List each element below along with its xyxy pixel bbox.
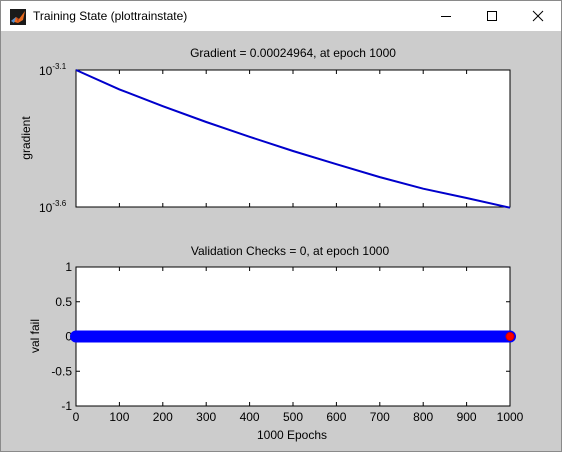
val-fail-xtick-label: 300 [196,410,216,424]
val-fail-xlabel: 1000 Epochs [257,428,327,442]
val-fail-ytick-label: 0.5 [55,295,72,309]
val-fail-xtick-label: 0 [73,410,80,424]
val-fail-series [70,330,516,343]
val-fail-ytick-label: 0 [65,330,72,344]
close-icon [532,10,544,22]
maximize-icon [487,11,497,21]
gradient-ytick-label: 10-3.6 [39,199,67,215]
val-fail-xtick-label: 600 [326,410,346,424]
gradient-title: Gradient = 0.00024964, at epoch 1000 [190,46,396,60]
val-fail-ylabel: val fail [28,319,42,353]
training-state-plots: Gradient = 0.00024964, at epoch 1000 gra… [19,46,524,442]
minimize-icon [441,16,451,17]
gradient-ylabel: gradient [19,116,33,160]
title-bar: Training State (plottrainstate) [1,1,561,31]
close-button[interactable] [515,1,561,31]
val-fail-axes: Validation Checks = 0, at epoch 1000 val… [28,244,524,442]
figure-canvas: Gradient = 0.00024964, at epoch 1000 gra… [1,32,561,451]
val-fail-xtick-label: 400 [240,410,260,424]
gradient-plot-area [75,69,511,208]
val-fail-xtick-label: 200 [153,410,173,424]
val-fail-ytick-label: -1 [61,399,72,413]
val-fail-xtick-label: 1000 [497,410,524,424]
gradient-ytick-label: 10-3.1 [39,62,67,78]
gradient-axes: Gradient = 0.00024964, at epoch 1000 gra… [19,46,511,215]
gradient-series-line [75,69,511,209]
minimize-button[interactable] [423,1,469,31]
val-fail-title: Validation Checks = 0, at epoch 1000 [191,244,390,258]
val-fail-xtick-label: 500 [283,410,303,424]
val-fail-xtick-label: 700 [370,410,390,424]
val-fail-y-ticks: 1 0.5 0 -0.5 -1 [51,260,510,413]
val-fail-ytick-label: 1 [65,260,72,274]
window-title: Training State (plottrainstate) [33,9,188,23]
val-fail-ytick-label: -0.5 [51,364,72,378]
matlab-figure-icon [10,9,26,25]
val-fail-final-point [505,332,515,341]
maximize-button[interactable] [469,1,515,31]
val-fail-xtick-label: 100 [109,410,129,424]
val-fail-xtick-label: 900 [457,410,477,424]
val-fail-x-ticks: 0 100 200 300 400 500 600 700 800 900 1000 [73,267,524,424]
val-fail-xtick-label: 800 [413,410,433,424]
